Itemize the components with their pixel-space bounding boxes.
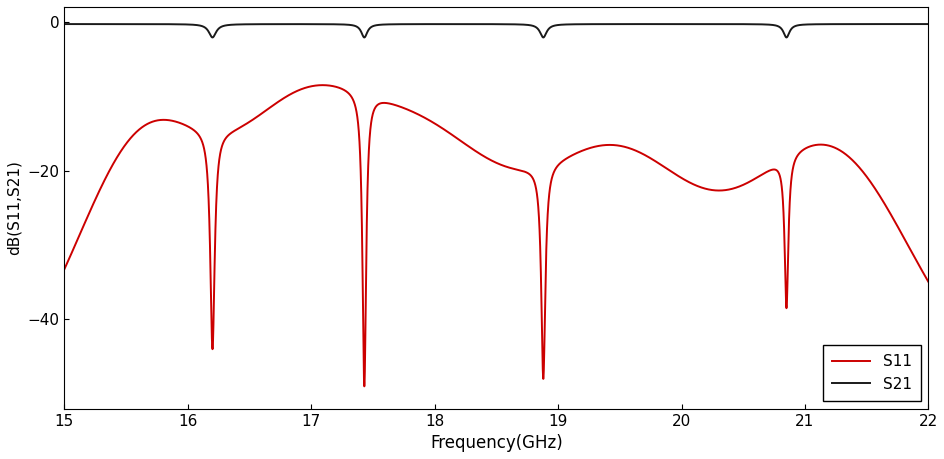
- Y-axis label: dB(S11,S21): dB(S11,S21): [7, 160, 22, 255]
- S21: [59, 21, 70, 27]
- S11: [876, 198, 887, 204]
- S21: [359, 35, 370, 40]
- S11: [316, 82, 328, 88]
- S21: [228, 22, 239, 28]
- S11: [62, 258, 74, 263]
- S21: [921, 21, 933, 27]
- S11: [359, 384, 370, 389]
- S21: [94, 21, 106, 27]
- X-axis label: Frequency(GHz): Frequency(GHz): [430, 434, 563, 452]
- S11: [921, 279, 933, 285]
- S21: [876, 21, 887, 27]
- S21: [110, 21, 122, 27]
- S11: [59, 267, 70, 272]
- Legend: S11, S21: S11, S21: [822, 345, 919, 401]
- S11: [480, 155, 492, 161]
- S11: [228, 129, 239, 134]
- S11: [94, 186, 106, 192]
- Line: S21: S21: [64, 24, 927, 38]
- S11: [110, 156, 122, 162]
- S21: [62, 21, 74, 27]
- S21: [480, 22, 492, 27]
- Line: S11: S11: [64, 85, 927, 386]
